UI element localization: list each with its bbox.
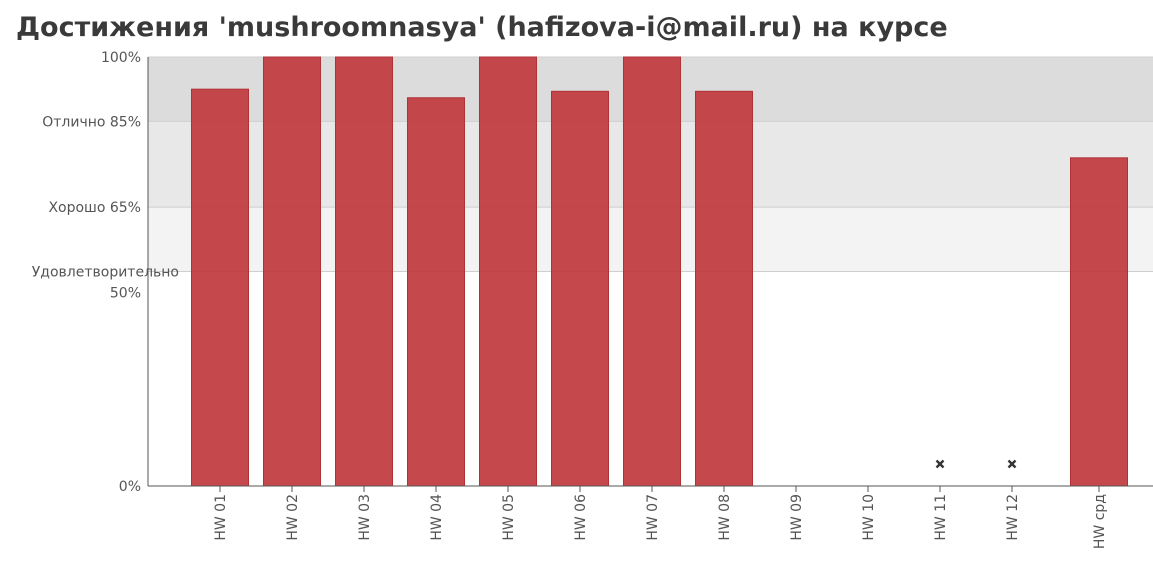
x-tick-labels: HW 01 HW 02 HW 03 HW 04 HW 05 HW 06 HW 07 HW 08… <box>213 494 1108 549</box>
bar-hw-07[interactable] <box>623 56 681 487</box>
x-tick-label: HW 03 <box>357 494 373 541</box>
y-tick-label: Отлично 85% <box>42 114 141 130</box>
axes <box>147 57 1153 492</box>
x-tick-label: HW 09 <box>789 494 805 541</box>
bar-hw-03[interactable] <box>335 56 393 487</box>
missing-markers <box>935 459 1017 469</box>
missing-marker-hw-12 <box>1007 459 1017 469</box>
x-tick-label: HW 07 <box>645 494 661 541</box>
y-tick-label: 0% <box>119 479 141 495</box>
x-tick-label: HW 12 <box>1005 494 1021 541</box>
x-tick-label: HW 06 <box>573 494 589 541</box>
missing-marker-hw-11 <box>935 459 945 469</box>
x-tick-label: HW 11 <box>933 494 949 541</box>
y-tick-label: 100% <box>101 50 141 66</box>
x-tick-label: HW 01 <box>213 494 229 541</box>
x-tick-label: HW 04 <box>429 494 445 541</box>
bar-hw-05[interactable] <box>479 56 537 487</box>
bar-hw-08[interactable] <box>695 90 753 487</box>
bar-hw-срд[interactable] <box>1070 157 1128 487</box>
x-tick-label: HW 10 <box>861 494 877 541</box>
x-tick-label: HW 08 <box>717 494 733 541</box>
bar-hw-01[interactable] <box>191 88 249 487</box>
y-tick-label: Хорошо 65% <box>48 200 141 216</box>
y-tick-labels: 100% Отлично 85% Хорошо 65% Удовлетворитель… <box>32 50 179 495</box>
x-tick-label: HW 02 <box>285 494 301 541</box>
bar-hw-02[interactable] <box>263 56 321 487</box>
bar-hw-06[interactable] <box>551 90 609 487</box>
bars <box>191 56 1128 487</box>
y-tick-label: Удовлетворительно 50% <box>32 265 179 302</box>
chart-title: Достижения 'mushroomnasya' (hafizova-i@m… <box>16 12 948 43</box>
x-tick-label: HW 05 <box>501 494 517 541</box>
x-tick-label: HW срд <box>1092 494 1108 549</box>
bar-hw-04[interactable] <box>407 97 465 487</box>
